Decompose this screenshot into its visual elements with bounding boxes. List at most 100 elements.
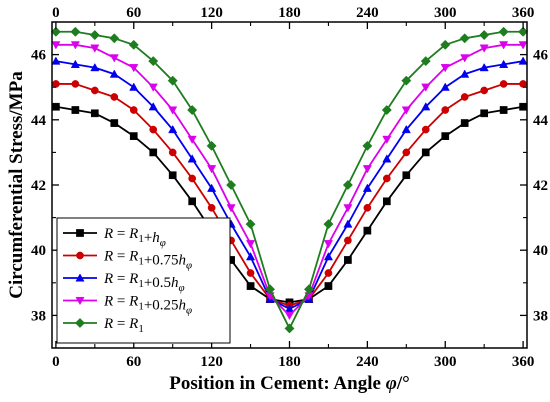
data-point: [76, 251, 84, 260]
data-point: [207, 183, 217, 192]
data-point: [421, 125, 430, 134]
data-point: [70, 26, 81, 37]
axis-ticks: 0 0 60 60 120 120 180 180 240 240 300 300 360 360 38 38…: [31, 5, 549, 370]
data-point: [460, 54, 470, 63]
data-point: [518, 56, 528, 65]
data-point: [70, 59, 80, 68]
x-tick-label-top: 60: [126, 5, 141, 21]
data-point: [207, 165, 217, 174]
data-point: [362, 140, 373, 151]
x-tick-label-bottom: 60: [126, 354, 141, 370]
y-tick-label-right: 44: [533, 113, 549, 129]
data-point: [323, 219, 334, 230]
data-point: [109, 54, 119, 63]
data-point: [344, 256, 352, 264]
data-point: [479, 62, 489, 72]
x-tick-label-bottom: 0: [52, 354, 60, 370]
data-point: [363, 203, 372, 212]
data-point: [89, 30, 100, 41]
x-tick-label-bottom: 360: [512, 354, 535, 370]
x-tick-label-bottom: 180: [278, 354, 301, 370]
data-point: [401, 124, 411, 134]
data-point: [480, 86, 489, 95]
data-point: [226, 204, 236, 213]
series-4: [51, 41, 528, 321]
legend-label: R = R1+0.75hφ: [103, 249, 192, 272]
data-point: [459, 33, 470, 44]
data-point: [382, 154, 392, 163]
x-tick-label-top: 120: [200, 5, 223, 21]
x-tick-label-top: 360: [512, 5, 535, 21]
data-point: [149, 148, 158, 157]
data-point: [129, 64, 139, 73]
x-tick-label-bottom: 120: [200, 354, 223, 370]
data-point: [110, 93, 119, 101]
data-point: [207, 203, 216, 212]
data-point: [499, 80, 508, 88]
data-point: [284, 323, 295, 334]
data-point: [460, 69, 470, 78]
data-point: [440, 82, 450, 91]
data-point: [499, 41, 509, 50]
data-point: [148, 56, 159, 67]
series-3: [51, 56, 528, 313]
legend-label: R = R1: [103, 316, 144, 335]
data-point: [363, 226, 372, 235]
data-point: [362, 183, 372, 192]
data-point: [421, 148, 430, 157]
data-point: [342, 179, 353, 191]
data-point: [441, 106, 450, 114]
data-point: [284, 311, 295, 321]
data-point: [246, 269, 255, 277]
data-point: [440, 39, 451, 50]
data-point: [70, 41, 80, 50]
data-point: [245, 219, 256, 230]
legend-item: R = R1+hφ: [63, 226, 166, 249]
data-point: [109, 33, 120, 44]
y-tick-label-left: 46: [31, 48, 47, 64]
data-point: [303, 284, 315, 295]
data-point: [401, 106, 411, 115]
data-point: [246, 282, 255, 290]
data-point: [71, 106, 80, 114]
data-point: [323, 252, 333, 261]
legend-label: R = R1+hφ: [103, 226, 166, 249]
data-point: [479, 30, 490, 41]
y-tick-label-left: 42: [31, 178, 46, 194]
data-point: [76, 229, 84, 237]
data-point: [128, 39, 139, 50]
y-tick-label-right: 38: [533, 308, 548, 324]
data-point: [343, 204, 353, 213]
data-point: [187, 154, 197, 163]
data-point: [226, 179, 237, 191]
data-point: [460, 119, 469, 127]
data-point: [75, 273, 85, 282]
legend-item: R = R1+0.25hφ: [63, 294, 192, 317]
legend-item: R = R1+0.75hφ: [63, 249, 192, 272]
data-point: [129, 82, 139, 91]
data-point: [381, 104, 392, 116]
data-point: [344, 236, 352, 245]
x-tick-label-top: 0: [52, 5, 60, 21]
data-point: [323, 240, 333, 249]
data-point: [148, 83, 158, 92]
data-point: [51, 41, 61, 50]
data-point: [50, 26, 61, 37]
data-point: [148, 102, 158, 111]
y-tick-label-right: 40: [533, 243, 548, 259]
data-point: [246, 252, 256, 261]
data-point: [499, 59, 509, 68]
legend-label: R = R1+0.5hφ: [103, 271, 185, 294]
data-point: [519, 102, 527, 111]
data-point: [90, 62, 100, 72]
data-point: [167, 75, 178, 86]
legend-label: R = R1+0.25hφ: [103, 294, 192, 317]
data-point: [75, 296, 85, 306]
y-tick-label-left: 44: [31, 113, 47, 129]
data-point: [264, 284, 276, 295]
data-point: [519, 80, 527, 88]
data-point: [518, 26, 529, 37]
y-tick-label-right: 46: [533, 48, 549, 64]
data-point: [90, 109, 99, 118]
